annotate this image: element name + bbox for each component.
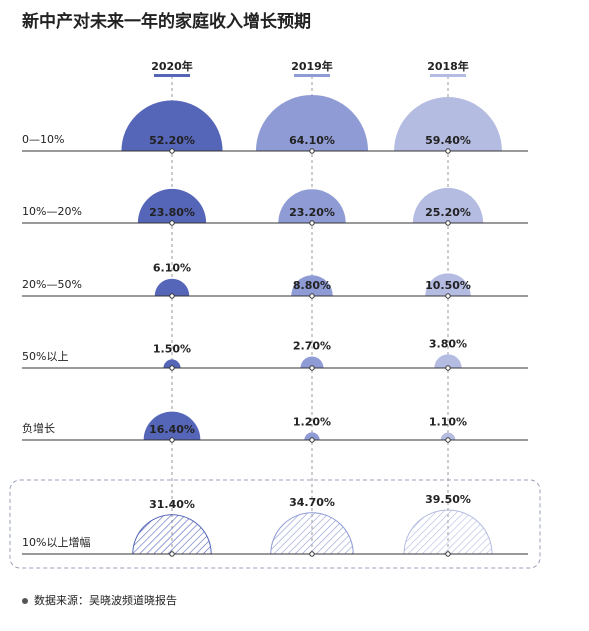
center-dot (309, 437, 315, 443)
value-label: 31.40% (149, 498, 195, 511)
hatched-semicircle (132, 514, 212, 555)
center-dot (169, 437, 175, 443)
column-header: 2020年 (151, 59, 193, 73)
semicircle (412, 187, 484, 223)
center-dot (169, 365, 175, 371)
value-label: 1.20% (293, 415, 331, 428)
hatched-semicircle (270, 512, 354, 555)
semicircle (291, 275, 333, 296)
value-label: 52.20% (149, 134, 195, 147)
center-dot (169, 551, 175, 557)
semicircle (304, 432, 320, 440)
center-dot (309, 551, 315, 557)
center-dot (445, 148, 451, 154)
semicircle (255, 94, 369, 151)
row-label: 50%以上 (22, 350, 68, 363)
value-label: 59.40% (425, 134, 471, 147)
value-label: 64.10% (289, 134, 335, 147)
semicircle (440, 432, 456, 440)
value-label: 1.10% (429, 416, 467, 429)
semicircle (121, 100, 223, 151)
header-underline (294, 74, 330, 77)
center-dot (309, 293, 315, 299)
center-dot (309, 365, 315, 371)
value-label: 25.20% (425, 206, 471, 219)
summary-box (9, 479, 541, 569)
hatched-semicircle (403, 509, 493, 555)
center-dot (445, 437, 451, 443)
row-label: 20%—50% (22, 278, 82, 291)
semicircle (278, 189, 346, 223)
source-note: 数据来源：吴晓波频道晓报告 (34, 593, 177, 607)
semicircle (425, 273, 471, 296)
center-dot (445, 293, 451, 299)
header-underline (154, 74, 190, 77)
chart-title: 新中产对未来一年的家庭收入增长预期 (22, 11, 311, 32)
value-label: 2.70% (293, 339, 331, 352)
center-dot (309, 148, 315, 154)
semicircle (394, 97, 502, 151)
column-header: 2018年 (427, 59, 469, 73)
row-label: 10%以上增幅 (22, 535, 90, 549)
row-label: 负增长 (22, 421, 55, 435)
value-label: 39.50% (425, 493, 471, 506)
header-underline (430, 74, 466, 77)
row-label: 0—10% (22, 133, 64, 146)
semicircle (137, 188, 207, 223)
value-label: 34.70% (289, 496, 335, 509)
column-header: 2019年 (291, 59, 333, 73)
center-dot (445, 551, 451, 557)
semicircle (163, 359, 181, 368)
center-dot (169, 148, 175, 154)
value-label: 8.80% (293, 279, 331, 292)
value-label: 1.50% (153, 342, 191, 355)
center-dot (445, 365, 451, 371)
value-label: 23.20% (289, 206, 335, 219)
center-dot (309, 220, 315, 226)
value-label: 23.80% (149, 206, 195, 219)
value-label: 10.50% (425, 279, 471, 292)
center-dot (445, 220, 451, 226)
center-dot (169, 220, 175, 226)
value-label: 16.40% (149, 423, 195, 436)
source-bullet (22, 598, 28, 604)
semicircle (143, 411, 201, 440)
semicircle (300, 356, 324, 368)
row-label: 10%—20% (22, 205, 82, 218)
semicircle (434, 354, 462, 368)
value-label: 6.10% (153, 262, 191, 275)
value-label: 3.80% (429, 337, 467, 350)
center-dot (169, 293, 175, 299)
semicircle (154, 278, 190, 296)
